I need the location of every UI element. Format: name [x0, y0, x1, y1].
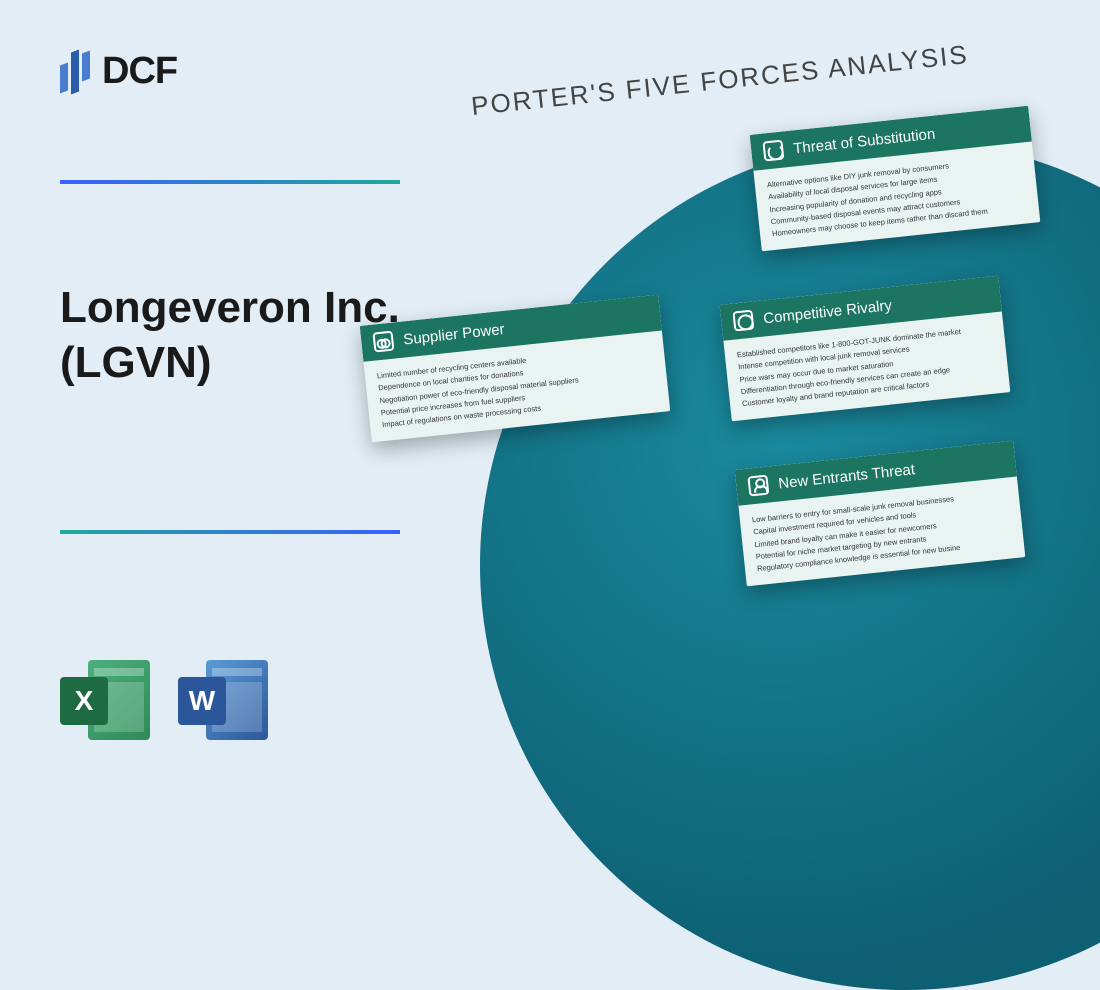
divider-bottom	[60, 530, 400, 534]
excel-icon[interactable]: X	[60, 655, 150, 745]
user-icon	[747, 475, 769, 497]
refresh-icon	[762, 140, 784, 162]
link-icon	[372, 331, 394, 353]
logo-icon	[60, 51, 90, 93]
excel-label: X	[60, 677, 108, 725]
logo-text: DCF	[102, 50, 177, 93]
diagram-title: PORTER'S FIVE FORCES ANALYSIS	[470, 39, 970, 122]
card-title: New Entrants Threat	[777, 461, 915, 492]
file-icons: X W	[60, 655, 268, 745]
word-icon[interactable]: W	[178, 655, 268, 745]
logo: DCF	[60, 50, 177, 93]
card-title: Competitive Rivalry	[762, 297, 892, 327]
divider-top	[60, 180, 400, 184]
card-title: Supplier Power	[402, 320, 505, 348]
word-label: W	[178, 677, 226, 725]
pie-icon	[732, 310, 754, 332]
card-title: Threat of Substitution	[792, 125, 936, 157]
